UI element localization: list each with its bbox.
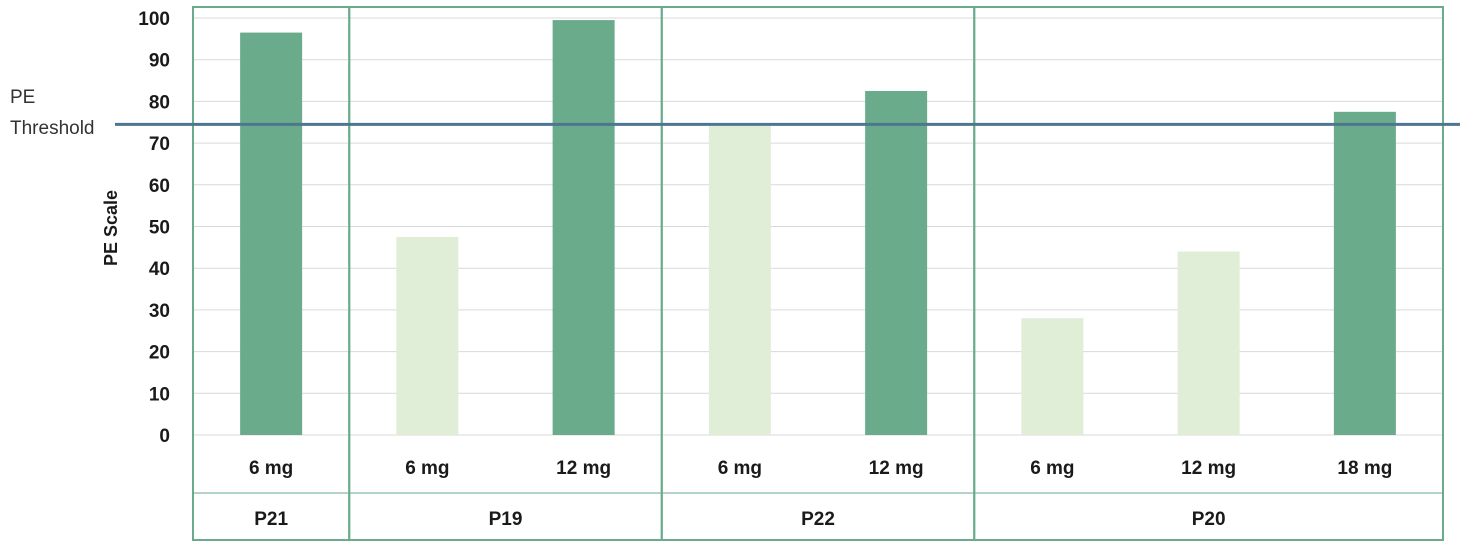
y-tick-label: 0 <box>159 426 170 447</box>
y-tick-label: 100 <box>138 9 170 30</box>
bar <box>396 236 459 435</box>
x-tick-label: 6 mg <box>405 458 449 479</box>
bar <box>240 32 303 435</box>
bar <box>1021 318 1084 435</box>
bar <box>1333 111 1396 435</box>
y-tick-label: 90 <box>149 51 170 72</box>
x-tick-label: 12 mg <box>869 458 924 479</box>
bar <box>552 20 615 436</box>
y-tick-label: 60 <box>149 176 170 197</box>
y-axis: PE Scale 0 10 20 30 40 50 60 70 80 90 100 <box>101 9 170 447</box>
x-tick-label: 18 mg <box>1337 458 1392 479</box>
group-label: P21 <box>254 509 288 530</box>
x-tick-label: 12 mg <box>556 458 611 479</box>
y-tick-label: 80 <box>149 92 170 113</box>
bar <box>865 90 928 435</box>
group-label: P20 <box>1192 509 1226 530</box>
bars <box>240 20 1396 436</box>
x-tick-label: 6 mg <box>249 458 293 479</box>
y-tick-label: 10 <box>149 384 170 405</box>
x-axis-labels: 6 mg P21 6 mg 12 mg P19 6 mg 12 mg P22 6 mg 12 mg… <box>249 458 1392 530</box>
group-frame <box>348 6 663 541</box>
group-frame <box>973 6 1444 541</box>
y-tick-label: 40 <box>149 259 170 280</box>
y-axis-label: PE Scale <box>101 190 121 266</box>
group-label: P22 <box>801 509 835 530</box>
threshold-label-line1: PE <box>10 87 35 108</box>
y-tick-label: 20 <box>149 343 170 364</box>
bar <box>1177 251 1240 435</box>
y-tick-label: 70 <box>149 134 170 155</box>
group-frames <box>192 6 1444 541</box>
y-tick-label: 30 <box>149 301 170 322</box>
threshold-label-line2: Threshold <box>10 118 95 139</box>
x-tick-label: 12 mg <box>1181 458 1236 479</box>
gridlines <box>193 17 1443 494</box>
threshold: PE Threshold <box>10 87 1460 139</box>
group-frame <box>660 6 976 541</box>
group-label: P19 <box>489 509 523 530</box>
y-tick-label: 50 <box>149 218 170 239</box>
x-tick-label: 6 mg <box>1030 458 1074 479</box>
bar <box>708 124 771 436</box>
x-tick-label: 6 mg <box>718 458 762 479</box>
